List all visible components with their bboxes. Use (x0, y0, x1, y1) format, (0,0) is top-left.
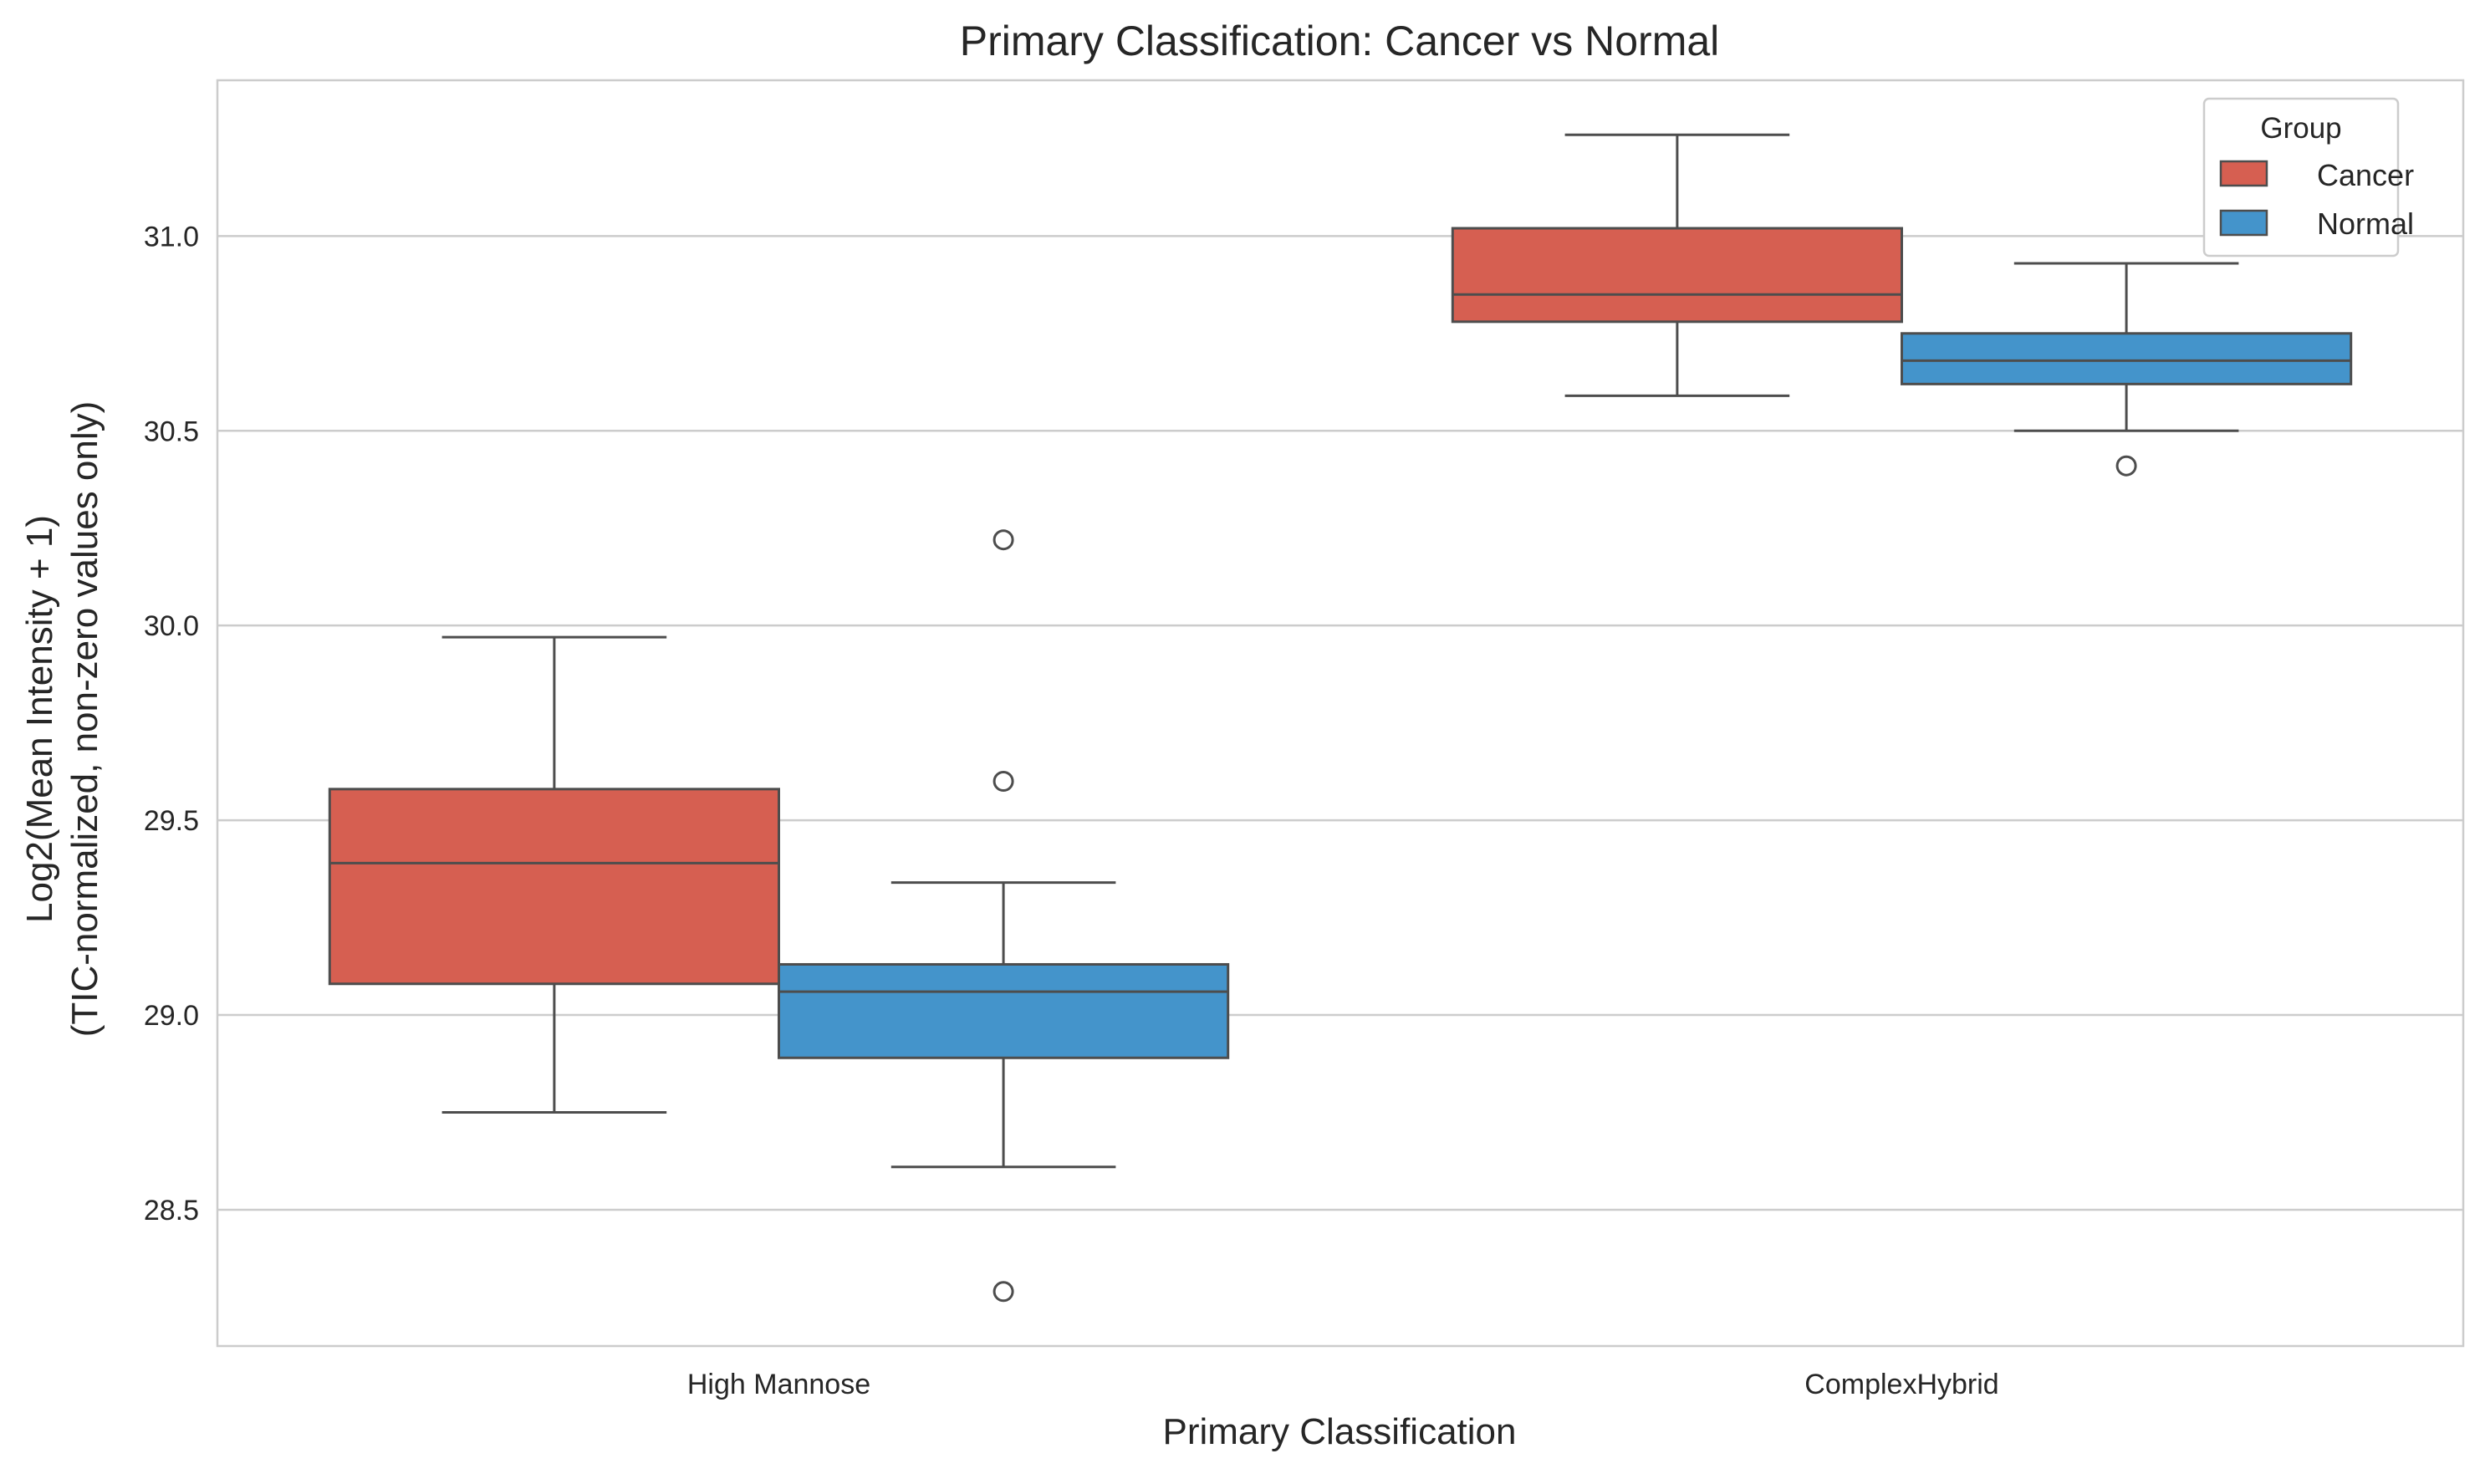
x-tick-label: ComplexHybrid (1804, 1369, 1998, 1400)
legend-label-cancer: Cancer (2317, 158, 2414, 192)
y-tick-label: 29.5 (144, 805, 199, 837)
plot-frame (216, 79, 2465, 1348)
box-cancer-high-mannose (328, 635, 780, 1114)
box-cancer-complexhybrid (1451, 133, 1904, 397)
legend-label-normal: Normal (2317, 207, 2414, 241)
y-tick-label: 30.5 (144, 416, 199, 447)
y-tick-label: 30.0 (144, 610, 199, 642)
y-tick-label: 29.0 (144, 1000, 199, 1032)
legend-swatch-normal (2219, 209, 2268, 237)
legend-title: Group (2260, 112, 2341, 145)
iqr-box (1901, 332, 2353, 385)
boxes (328, 133, 2353, 1303)
chart-title: Primary Classification: Cancer vs Normal (960, 18, 1720, 64)
iqr-box (1451, 227, 1904, 324)
outlier-point (2115, 455, 2137, 477)
box-normal-complexhybrid (1901, 262, 2353, 477)
tick-labels: 28.5 29.0 29.5 30.0 30.5 31.0 High Mannose Comp… (144, 221, 1999, 1400)
iqr-box (778, 962, 1230, 1059)
x-tick-label: High Mannose (687, 1369, 870, 1400)
x-axis-label: Primary Classification (1163, 1411, 1517, 1452)
outlier-point (992, 1281, 1014, 1303)
legend-swatch-cancer (2219, 160, 2268, 187)
y-axis-label-line-2: (TIC-normalized, non-zero values only) (64, 401, 105, 1038)
iqr-box (328, 788, 780, 986)
outlier-point (992, 771, 1014, 793)
box-normal-high-mannose (778, 529, 1230, 1303)
legend: Group Cancer Normal (2202, 97, 2414, 258)
y-tick-label: 28.5 (144, 1195, 199, 1226)
y-axis-label-line-1: Log2(Mean Intensity + 1) (19, 515, 60, 923)
outlier-point (992, 529, 1014, 551)
y-axis-label: Log2(Mean Intensity + 1) (TIC-normalized… (19, 401, 105, 1038)
y-tick-label: 31.0 (144, 221, 199, 252)
